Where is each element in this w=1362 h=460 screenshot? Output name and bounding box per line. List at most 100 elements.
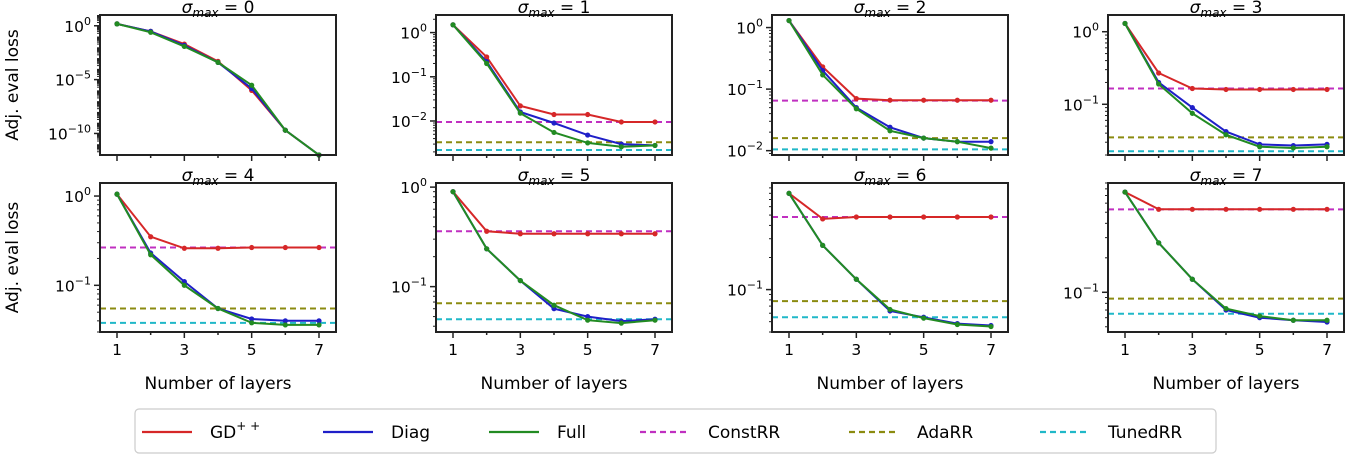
data-point-full bbox=[954, 139, 960, 145]
panel-sigma-3: 100 10−1 σmax = 3 bbox=[1063, 0, 1345, 161]
y-tick-label: 10−2 bbox=[391, 110, 427, 131]
x-tick-label: 5 bbox=[247, 341, 257, 359]
data-point-gdpp bbox=[652, 119, 658, 125]
data-point-gdpp bbox=[585, 231, 591, 237]
data-point-full bbox=[181, 282, 187, 288]
data-point-full bbox=[1223, 132, 1229, 138]
data-point-gdpp bbox=[820, 216, 826, 222]
data-point-full bbox=[652, 142, 658, 149]
panel-title: σmax = 6 bbox=[854, 166, 927, 188]
data-point-gdpp bbox=[1223, 86, 1229, 93]
y-axis-label: Adj. eval loss bbox=[3, 29, 23, 141]
data-point-full bbox=[1290, 317, 1296, 323]
y-tick-label: 10−1 bbox=[1063, 93, 1099, 114]
panel-title: σmax = 2 bbox=[854, 0, 927, 20]
data-point-gdpp bbox=[1223, 206, 1229, 212]
series-line-gdpp bbox=[788, 20, 991, 102]
y-tick-label: 100 bbox=[1072, 21, 1099, 42]
data-point-full bbox=[282, 322, 288, 328]
x-tick-label: 7 bbox=[650, 341, 660, 359]
y-tick-label: 10−1 bbox=[391, 66, 427, 87]
series-line-full bbox=[116, 193, 319, 326]
data-point-gdpp bbox=[148, 234, 154, 240]
data-point-diag bbox=[585, 132, 591, 138]
data-point-full bbox=[585, 317, 591, 323]
x-axis-label: Number of layers bbox=[145, 374, 292, 394]
series-line-diag bbox=[452, 24, 656, 147]
x-tick-label: 1 bbox=[1120, 341, 1130, 359]
data-point-gdpp bbox=[1290, 86, 1296, 93]
data-point-gdpp bbox=[853, 96, 859, 102]
panel-sigma-0: 100 10−5 10−10 σmax = 0 Adj. eval loss bbox=[3, 0, 337, 161]
data-point-gdpp bbox=[484, 228, 490, 234]
data-point-diag bbox=[887, 124, 893, 130]
legend-label-diag: Diag bbox=[391, 423, 430, 443]
data-point-full bbox=[114, 21, 120, 27]
data-point-full bbox=[988, 323, 994, 330]
legend-label-const: ConstRR bbox=[708, 423, 780, 443]
data-point-gdpp bbox=[988, 214, 994, 220]
axes-frame bbox=[99, 14, 337, 156]
data-point-gdpp bbox=[1257, 86, 1263, 93]
x-tick-label: 1 bbox=[112, 341, 122, 359]
x-tick-label: 3 bbox=[515, 341, 525, 359]
data-point-full bbox=[282, 127, 288, 133]
data-point-gdpp bbox=[517, 103, 523, 109]
data-point-gdpp bbox=[316, 244, 322, 251]
x-tick-label: 5 bbox=[919, 341, 929, 359]
data-point-gdpp bbox=[1324, 86, 1330, 93]
data-point-diag bbox=[551, 120, 557, 126]
x-axis-label: Number of layers bbox=[1153, 374, 1300, 394]
data-point-full bbox=[114, 191, 120, 197]
x-tick-label: 7 bbox=[1322, 341, 1332, 359]
panel-title: σmax = 1 bbox=[518, 0, 591, 20]
y-tick-label: 100 bbox=[400, 176, 427, 197]
x-tick-label: 1 bbox=[448, 341, 458, 359]
legend: GD+ + Diag Full ConstRR AdaRR TunedRR bbox=[134, 408, 1217, 454]
panel-title: σmax = 7 bbox=[1190, 166, 1263, 188]
data-point-full bbox=[786, 190, 792, 196]
data-point-full bbox=[1223, 306, 1229, 312]
data-point-gdpp bbox=[988, 97, 994, 103]
data-point-diag bbox=[316, 318, 322, 324]
legend-label-tuned: TunedRR bbox=[1107, 423, 1182, 443]
panel-title: σmax = 4 bbox=[182, 166, 255, 188]
data-point-diag bbox=[282, 318, 288, 324]
data-point-full bbox=[484, 246, 490, 252]
data-point-full bbox=[887, 306, 893, 313]
data-point-diag bbox=[1189, 105, 1195, 111]
data-point-gdpp bbox=[517, 231, 523, 237]
x-tick-label: 3 bbox=[1187, 341, 1197, 359]
data-point-diag bbox=[988, 139, 994, 145]
series-line-gdpp bbox=[1124, 191, 1327, 211]
data-point-full bbox=[1156, 81, 1162, 87]
data-point-full bbox=[1257, 144, 1263, 150]
data-point-full bbox=[484, 60, 490, 67]
data-point-full bbox=[316, 322, 322, 328]
panel-sigma-4: 1 3 5 7 Number of layers 100 10−1 σmax = 4 Adj. … bbox=[3, 166, 337, 394]
data-point-full bbox=[585, 140, 591, 146]
y-tick-label: 10−10 bbox=[48, 122, 91, 143]
data-point-gdpp bbox=[887, 214, 893, 220]
data-point-full bbox=[921, 315, 927, 321]
axes-frame bbox=[771, 14, 1009, 156]
data-point-gdpp bbox=[282, 244, 288, 251]
y-tick-label: 100 bbox=[400, 22, 427, 43]
data-point-gdpp bbox=[887, 97, 893, 103]
data-point-full bbox=[148, 252, 154, 258]
data-point-full bbox=[954, 321, 960, 328]
y-tick-label: 100 bbox=[64, 185, 91, 206]
data-point-gdpp bbox=[1189, 206, 1195, 212]
data-point-full bbox=[1122, 189, 1128, 195]
data-point-full bbox=[215, 59, 221, 65]
y-tick-label: 100 bbox=[736, 17, 763, 38]
data-point-gdpp bbox=[484, 54, 490, 60]
series-line-diag bbox=[788, 20, 991, 143]
data-point-full bbox=[1189, 276, 1195, 282]
series-line-gdpp bbox=[452, 191, 655, 235]
y-tick-label: 10−1 bbox=[727, 78, 763, 99]
data-point-full bbox=[450, 189, 456, 195]
panel-sigma-5: 1 3 5 7 Number of layers 100 10−1 σmax = 5 bbox=[391, 166, 673, 394]
series-line-diag bbox=[788, 192, 992, 327]
